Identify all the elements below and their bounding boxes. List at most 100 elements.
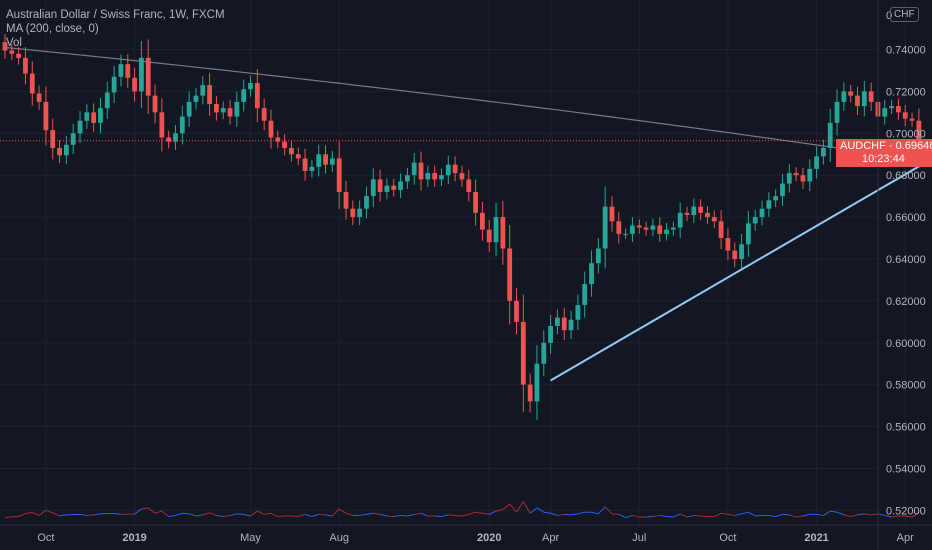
- candle-body: [841, 91, 847, 102]
- volume-segment: [455, 514, 462, 517]
- volume-segment: [79, 513, 87, 516]
- candle-body: [752, 217, 758, 224]
- volume-segment: [646, 516, 653, 518]
- volume-segment: [802, 513, 810, 517]
- candle-body: [452, 164, 458, 174]
- volume-segment: [679, 513, 688, 518]
- candle-body: [295, 154, 301, 159]
- candle-body: [480, 212, 485, 230]
- volume-segment: [741, 511, 749, 515]
- volume-segment: [850, 514, 858, 518]
- volume-segment: [536, 507, 545, 513]
- candle-body: [916, 120, 922, 141]
- volume-segment: [32, 512, 40, 516]
- volume-segment: [693, 514, 701, 517]
- candle-body: [650, 225, 656, 230]
- candle-body: [711, 217, 717, 222]
- candle-body: [466, 179, 472, 192]
- time-tick-label: Apr: [542, 532, 559, 544]
- volume-segment: [522, 501, 531, 514]
- candle-body: [173, 133, 178, 142]
- volume-segment: [182, 512, 190, 515]
- candle-body: [70, 133, 76, 145]
- candle-body: [432, 173, 438, 180]
- candle-body: [84, 112, 90, 121]
- volume-segment: [632, 514, 640, 518]
- candle-body: [664, 229, 669, 234]
- time-tick-label: May: [240, 532, 261, 544]
- volume-segment: [407, 513, 415, 517]
- volume-segment: [905, 515, 913, 518]
- candle-body: [384, 185, 390, 192]
- volume-segment: [796, 515, 804, 518]
- candle-body: [677, 212, 683, 228]
- volume-segment: [236, 513, 244, 515]
- candle-body: [445, 164, 451, 176]
- volume-indicator-label[interactable]: Vol: [6, 37, 22, 49]
- candle-body: [309, 166, 315, 172]
- volume-segment: [338, 508, 347, 514]
- volume-segment: [516, 501, 524, 513]
- candle-body: [568, 319, 574, 331]
- volume-segment: [250, 510, 258, 517]
- volume-segment: [625, 514, 633, 519]
- volume-segment: [318, 513, 326, 516]
- candle-body: [29, 73, 35, 94]
- candle-body: [745, 223, 751, 245]
- ma-indicator-label[interactable]: MA (200, close, 0): [6, 23, 99, 35]
- volume-segment: [611, 513, 619, 515]
- volume-segment: [209, 512, 217, 516]
- volume-segment: [38, 509, 47, 516]
- candle-body: [732, 250, 738, 259]
- time-tick-label: 2021: [804, 532, 828, 544]
- volume-segment: [475, 511, 483, 514]
- time-tick-label: Jul: [632, 532, 646, 544]
- time-tick-label: Apr: [897, 532, 914, 544]
- volume-segment: [871, 513, 879, 516]
- symbol-title[interactable]: Australian Dollar / Swiss Franc, 1W, FXC…: [6, 9, 225, 21]
- price-tick-label: 0.64000: [886, 254, 926, 266]
- candle-body: [77, 120, 83, 134]
- candle-body: [91, 112, 97, 123]
- volume-segment: [864, 513, 872, 516]
- candle-body: [145, 57, 151, 96]
- volume-segment: [141, 507, 149, 510]
- volume-segment: [147, 507, 156, 514]
- volume-segment: [216, 514, 224, 518]
- candle-body: [104, 92, 110, 109]
- volume-segment: [270, 512, 279, 517]
- candle-body: [780, 183, 785, 197]
- volume-segment: [264, 512, 272, 515]
- candle-body: [16, 53, 22, 58]
- candle-body: [343, 191, 349, 209]
- candle-body: [268, 120, 274, 138]
- candle-body: [2, 42, 8, 51]
- volume-segment: [911, 512, 920, 518]
- candle-body: [364, 196, 369, 209]
- volume-segment: [495, 509, 503, 512]
- candle-body: [527, 384, 533, 402]
- candle-body: [616, 221, 622, 234]
- candle-body: [868, 91, 874, 102]
- volume-segment: [188, 513, 197, 517]
- volume-segment: [93, 513, 101, 516]
- candle-body: [602, 206, 608, 249]
- candle-body: [896, 106, 901, 113]
- volume-segment: [543, 511, 551, 514]
- time-axis[interactable]: Oct2019MayAug2020AprJulOct2021AprJulOct: [0, 524, 932, 544]
- volume-segment: [291, 515, 299, 518]
- volume-segment: [782, 513, 790, 516]
- candle-body: [9, 50, 15, 54]
- volume-segment: [686, 514, 694, 518]
- currency-badge[interactable]: CHF: [890, 7, 919, 22]
- price-axis[interactable]: 0.52000 0.54000 0.56000 0.58000 0.60000 0.620…: [877, 0, 926, 550]
- candle-body: [630, 225, 635, 234]
- volume-segment: [386, 515, 394, 518]
- candle-body: [227, 108, 233, 117]
- volume-segment: [509, 503, 517, 513]
- candle-body: [507, 248, 513, 301]
- volume-segment: [52, 512, 60, 517]
- volume-segment: [830, 510, 838, 513]
- candle-body: [220, 108, 226, 113]
